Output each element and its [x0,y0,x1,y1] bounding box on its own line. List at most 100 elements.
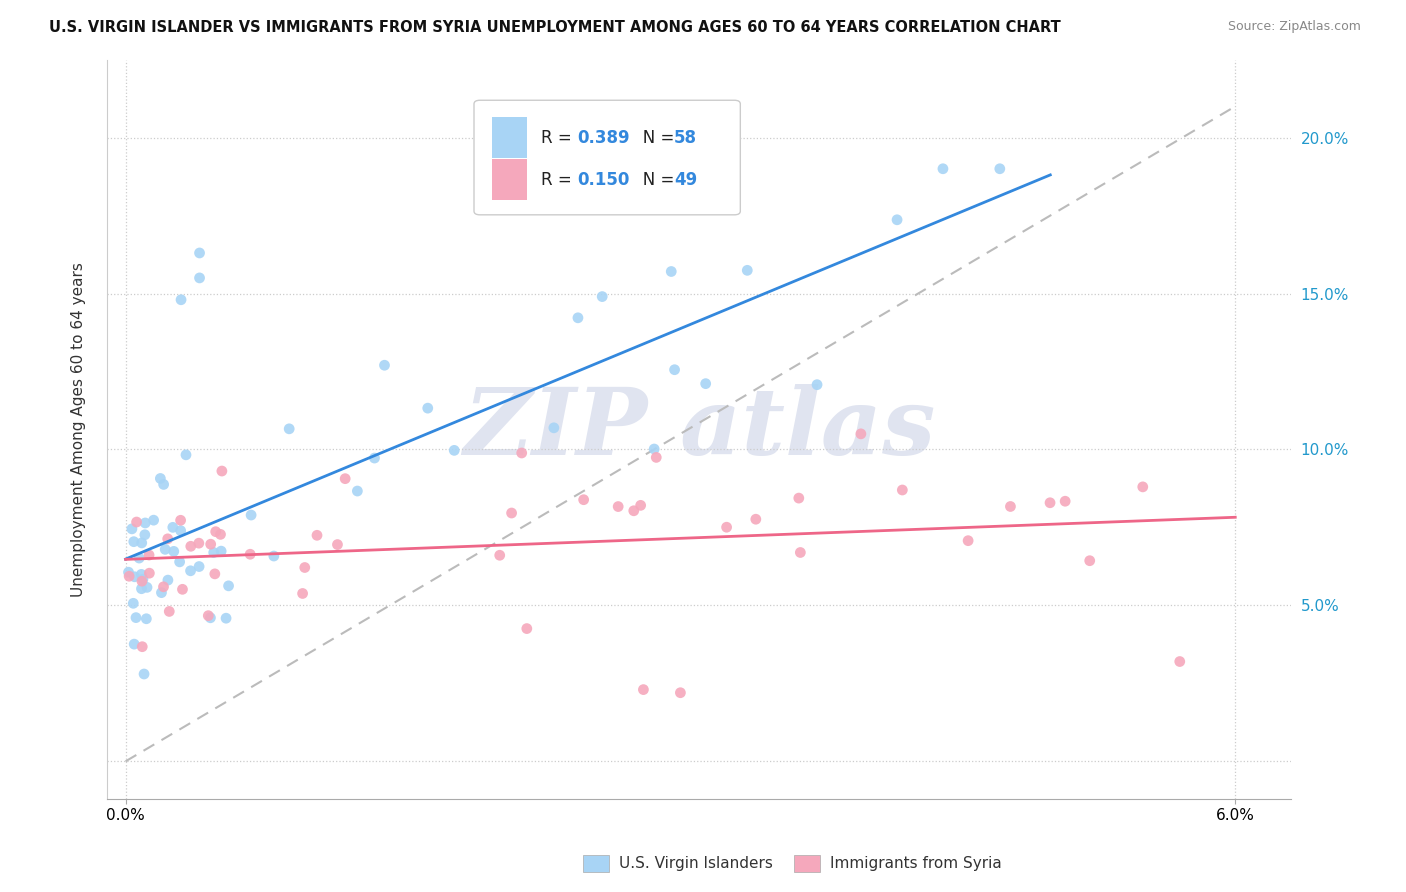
Text: Source: ZipAtlas.com: Source: ZipAtlas.com [1227,20,1361,33]
Point [134,527,156,541]
Point [136,580,159,594]
Point [187,536,209,550]
Point [138,548,160,562]
Point [209,544,232,558]
Text: 58: 58 [673,128,697,146]
Point [135,612,157,626]
Point [202,545,225,559]
Point [263,549,285,563]
Point [335,472,357,486]
Point [1000,500,1022,514]
Point [170,293,193,307]
Point [659,264,682,278]
Point [152,580,174,594]
Point [150,585,173,599]
Point [162,520,184,534]
Point [591,290,613,304]
Point [125,515,148,529]
Point [169,513,191,527]
Point [294,560,316,574]
Point [174,448,197,462]
Point [849,426,872,441]
Point [891,483,914,497]
Text: R =: R = [541,128,578,146]
Text: ZIP atlas: ZIP atlas [463,384,935,475]
Point [153,542,176,557]
Point [188,246,211,260]
Text: 49: 49 [673,170,697,189]
Point [645,450,668,465]
Point [716,520,738,534]
Text: 0.150: 0.150 [576,170,630,189]
Point [142,513,165,527]
Point [516,622,538,636]
Point [200,537,222,551]
Point [134,516,156,530]
Point [152,477,174,491]
Point [218,579,240,593]
Point [664,362,686,376]
Text: U.S. Virgin Islanders: U.S. Virgin Islanders [619,856,772,871]
Point [510,446,533,460]
FancyBboxPatch shape [474,100,741,215]
Point [131,582,153,596]
Text: R =: R = [541,170,578,189]
Point [188,271,211,285]
Point [239,547,262,561]
Point [180,564,202,578]
Text: U.S. VIRGIN ISLANDER VS IMMIGRANTS FROM SYRIA UNEMPLOYMENT AMONG AGES 60 TO 64 Y: U.S. VIRGIN ISLANDER VS IMMIGRANTS FROM … [49,20,1062,35]
Point [363,451,385,466]
Point [240,508,263,522]
Point [630,499,652,513]
Point [163,544,186,558]
Point [789,545,811,559]
Point [305,528,328,542]
Point [543,421,565,435]
Point [1132,480,1154,494]
Point [149,471,172,485]
Point [572,492,595,507]
Point [172,582,194,597]
Point [132,572,155,586]
Point [138,566,160,581]
Point [200,611,222,625]
Point [117,565,139,579]
Point [169,555,191,569]
Point [211,464,233,478]
Point [197,608,219,623]
Text: Immigrants from Syria: Immigrants from Syria [830,856,1001,871]
Point [988,161,1011,176]
Point [131,574,153,589]
Point [188,559,211,574]
Point [131,567,153,582]
Point [633,682,655,697]
Point [735,263,758,277]
Point [695,376,717,391]
Point [669,686,692,700]
Point [125,610,148,624]
Point [209,527,232,541]
Point [157,604,180,618]
Point [204,524,226,539]
Point [567,310,589,325]
Point [118,569,141,583]
Point [1054,494,1077,508]
FancyBboxPatch shape [492,160,527,200]
Point [886,212,908,227]
Point [291,586,314,600]
Point [180,539,202,553]
Text: N =: N = [627,170,679,189]
Point [745,512,768,526]
Point [124,570,146,584]
Point [122,534,145,549]
Point [1078,554,1101,568]
Point [932,161,955,176]
Point [156,532,179,546]
Point [806,377,828,392]
Y-axis label: Unemployment Among Ages 60 to 64 years: Unemployment Among Ages 60 to 64 years [72,261,86,597]
Point [787,491,810,505]
Point [443,443,465,458]
Text: N =: N = [627,128,679,146]
Point [278,422,301,436]
Text: 0.389: 0.389 [576,128,630,146]
